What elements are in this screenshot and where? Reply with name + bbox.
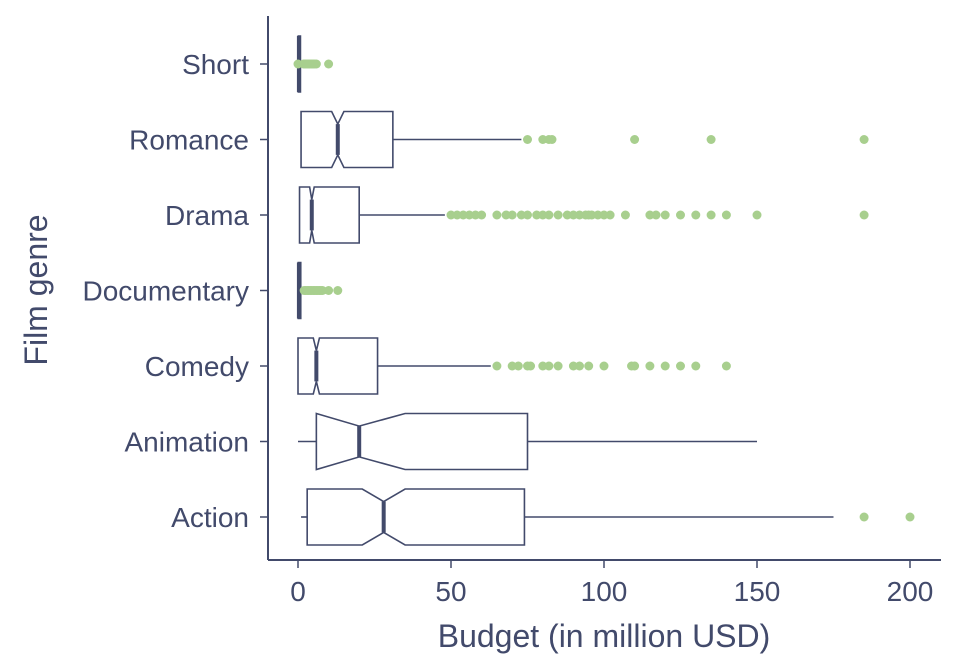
outlier-point [859, 210, 869, 220]
y-tick-label: Drama [165, 200, 249, 231]
y-tick-label: Comedy [145, 351, 249, 382]
outlier-point [676, 361, 685, 371]
outlier-point [752, 210, 762, 220]
x-tick-label: 100 [581, 576, 628, 607]
y-tick-label: Romance [129, 125, 249, 156]
box [298, 186, 360, 244]
outlier-point [905, 512, 915, 522]
y-tick-label: Action [171, 502, 249, 533]
y-tick-label: Short [182, 49, 249, 80]
box-group-action [301, 488, 915, 546]
outlier-point [547, 135, 557, 144]
box-group-drama [298, 186, 869, 244]
x-tick-label: 0 [290, 576, 306, 607]
x-axis-title: Budget (in million USD) [438, 618, 771, 654]
outlier-point [544, 210, 554, 220]
outlier-point [523, 210, 532, 220]
outlier-point [492, 210, 502, 220]
box-group-comedy [297, 337, 731, 395]
x-tick-label: 200 [887, 576, 934, 607]
y-axis-title: Film genre [18, 214, 54, 365]
box [306, 488, 526, 546]
outlier-point [630, 361, 640, 371]
outlier-point [645, 361, 655, 371]
y-tick-label: Documentary [82, 276, 249, 307]
x-axis: 0 50 100 150 200 [268, 559, 941, 607]
outlier-point [691, 210, 701, 220]
outlier-point [575, 361, 585, 371]
outlier-point [544, 361, 554, 371]
outlier-point [507, 210, 517, 220]
x-tick-label: 150 [734, 576, 781, 607]
outlier-point [477, 210, 487, 220]
outlier-point [691, 361, 701, 371]
outlier-point [660, 361, 670, 371]
box [315, 412, 529, 471]
outlier-point [721, 361, 731, 371]
outlier-point [620, 210, 630, 220]
outlier-point [513, 361, 523, 371]
outlier-point [706, 210, 716, 220]
x-tick-label: 50 [435, 576, 466, 607]
outlier-point [553, 210, 563, 220]
outlier-point [324, 59, 334, 69]
y-axis: Short Romance Drama Documentary Comedy Animat… [82, 16, 269, 560]
outlier-point [651, 210, 661, 220]
outlier-point [333, 286, 343, 295]
outlier-point [859, 512, 869, 522]
outlier-point [311, 59, 321, 69]
outlier-point [584, 361, 594, 371]
box [300, 110, 394, 169]
box [297, 337, 379, 395]
outlier-point [605, 210, 615, 220]
outlier-point [859, 135, 869, 144]
outlier-point [523, 135, 532, 144]
outlier-point [553, 361, 563, 371]
box-group-romance [300, 110, 869, 169]
outlier-point [492, 361, 502, 371]
outlier-point [526, 361, 536, 371]
y-tick-label: Animation [124, 427, 249, 458]
box-group-short [293, 35, 334, 93]
box-group-animation [298, 412, 757, 471]
plot-area [293, 35, 915, 546]
box-group-documentary [296, 261, 343, 320]
outlier-point [721, 210, 731, 220]
outlier-point [660, 210, 670, 220]
outlier-point [676, 210, 685, 220]
outlier-point [324, 286, 334, 295]
outlier-point [706, 135, 716, 144]
outlier-point [630, 135, 640, 144]
outlier-point [599, 361, 609, 371]
